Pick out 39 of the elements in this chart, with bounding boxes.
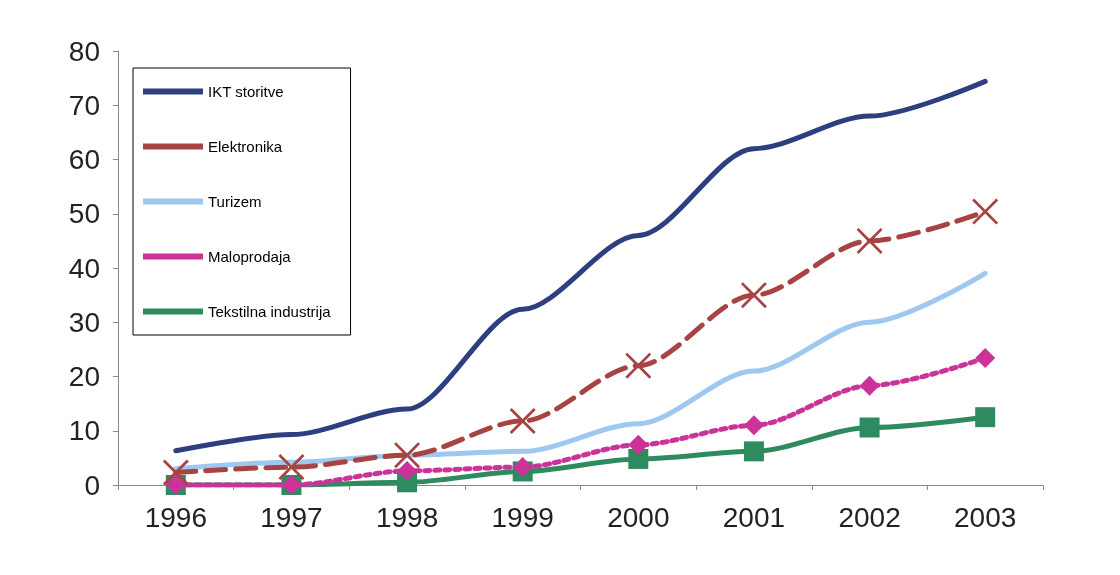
point — [628, 448, 649, 469]
point — [975, 407, 996, 428]
y-tick-label: 80 — [68, 35, 100, 67]
x-tick-label: 1996 — [144, 501, 207, 533]
y-tick-label: 20 — [68, 361, 100, 392]
legend-label: IKT storitve — [208, 83, 284, 100]
point — [394, 442, 421, 469]
point — [975, 348, 996, 369]
point — [972, 198, 999, 225]
legend-label: Maloprodaja — [208, 248, 292, 265]
x-tick-label: 1997 — [260, 501, 323, 533]
point — [859, 375, 880, 396]
point — [740, 282, 767, 309]
y-tick-label: 0 — [84, 469, 100, 501]
y-tick-label: 50 — [68, 198, 100, 230]
y-tick-label: 30 — [68, 306, 100, 338]
point — [509, 407, 536, 434]
x-tick-label: 2002 — [838, 501, 901, 533]
legend-label: Elektronika — [208, 138, 283, 155]
point — [743, 441, 764, 462]
point — [859, 417, 880, 438]
point — [856, 227, 883, 254]
y-tick-label: 60 — [68, 144, 100, 175]
point — [162, 459, 189, 486]
x-tick-label: 2001 — [722, 501, 786, 533]
x-tick-label: 2000 — [607, 501, 670, 533]
point — [743, 415, 764, 436]
point — [397, 460, 418, 481]
point — [278, 454, 305, 481]
x-tick-label: 2003 — [954, 501, 1017, 533]
y-tick-label: 10 — [68, 415, 100, 447]
point — [628, 434, 649, 455]
legend-label: Turizem — [208, 193, 262, 210]
point — [625, 352, 652, 379]
y-tick-label: 70 — [68, 89, 100, 121]
x-tick-label: 1998 — [375, 501, 439, 533]
x-tick-label: 1999 — [491, 501, 554, 533]
legend-label: Tekstilna industrija — [208, 303, 332, 320]
y-tick-label: 40 — [68, 252, 100, 284]
